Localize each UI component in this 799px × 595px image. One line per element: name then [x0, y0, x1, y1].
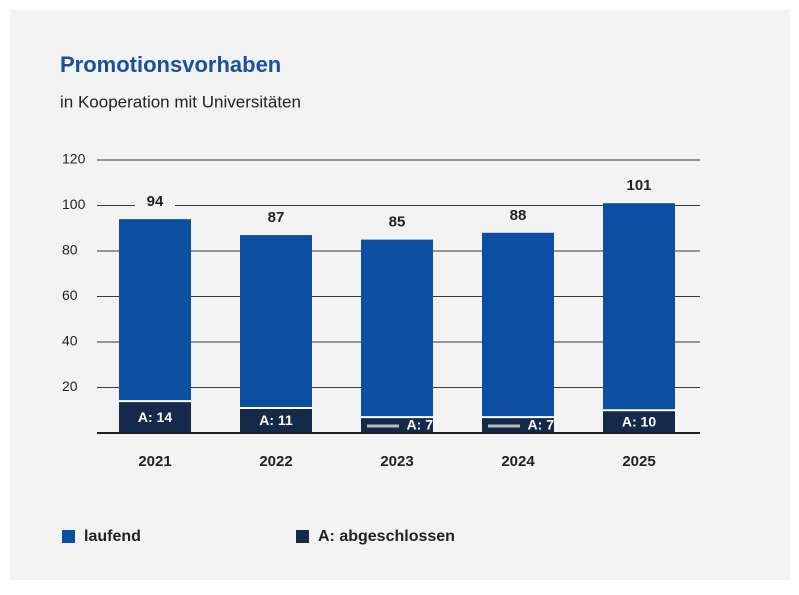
total-label-background	[619, 177, 659, 196]
bar-segment	[603, 203, 675, 411]
y-tick-label: 40	[62, 333, 78, 349]
value-label: A: 14	[138, 409, 172, 425]
total-label: 85	[389, 214, 406, 231]
bar-segment	[482, 232, 554, 418]
y-tick-label: 80	[62, 242, 78, 258]
chart-title: Promotionsvorhaben	[60, 52, 281, 77]
legend-swatch	[62, 530, 75, 543]
total-label: 101	[626, 177, 651, 194]
x-tick-label: 2021	[138, 453, 171, 470]
value-label: A: 7	[407, 417, 434, 433]
bar-segment	[119, 401, 191, 433]
total-label-background	[256, 209, 296, 228]
y-tick-label: 20	[62, 378, 78, 394]
y-tick-label: 100	[62, 196, 86, 212]
bar-segment	[119, 219, 191, 402]
value-label: A: 10	[622, 413, 656, 429]
y-tick-label: 60	[62, 287, 78, 303]
total-label-background	[498, 206, 538, 225]
x-tick-label: 2023	[380, 453, 413, 470]
total-label: 87	[268, 209, 285, 226]
x-tick-label: 2025	[622, 453, 655, 470]
total-label: 88	[510, 207, 527, 224]
bar-segment	[361, 239, 433, 418]
bar-segment	[240, 235, 312, 408]
bar-segment	[240, 407, 312, 433]
legend-swatch	[296, 530, 309, 543]
legend-label: A: abgeschlossen	[318, 528, 455, 545]
x-tick-label: 2022	[259, 453, 292, 470]
x-tick-label: 2024	[501, 453, 535, 470]
bar-segment	[603, 410, 675, 433]
value-label: A: 11	[259, 412, 293, 428]
value-label: A: 7	[528, 417, 555, 433]
y-tick-label: 120	[62, 151, 86, 167]
total-label-background	[135, 193, 175, 212]
chart-subtitle: in Kooperation mit Universitäten	[60, 92, 301, 111]
total-label: 94	[147, 193, 164, 210]
legend-label: laufend	[84, 528, 141, 545]
total-label-background	[377, 213, 417, 232]
